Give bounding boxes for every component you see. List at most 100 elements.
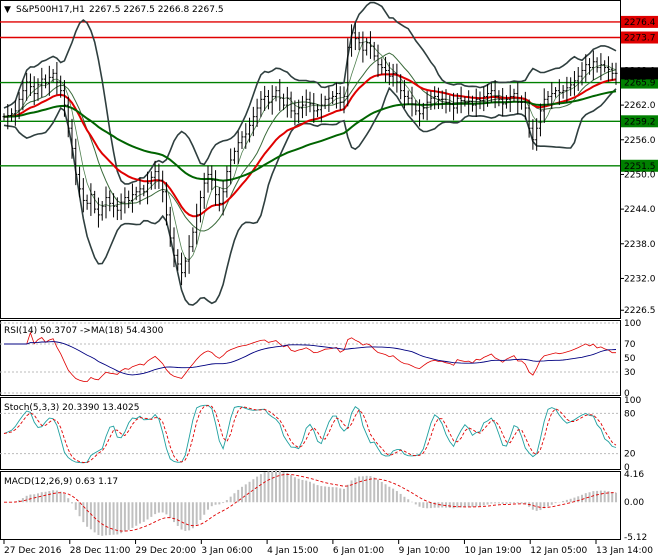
price-bar[interactable]	[399, 74, 403, 100]
price-bar[interactable]	[595, 57, 599, 73]
price-bar[interactable]	[115, 197, 119, 221]
price-bar[interactable]	[202, 172, 206, 209]
price-bar[interactable]	[6, 104, 10, 130]
rsi-panel[interactable]	[0, 320, 621, 396]
price-bar[interactable]	[168, 206, 172, 247]
price-bar[interactable]	[395, 63, 399, 93]
price-bar[interactable]	[123, 187, 127, 214]
price-bar[interactable]	[459, 86, 463, 114]
price-bar[interactable]	[391, 63, 395, 87]
price-bar[interactable]	[74, 138, 78, 186]
price-bar[interactable]	[580, 62, 584, 86]
price-bar[interactable]	[108, 190, 112, 212]
price-bar[interactable]	[436, 87, 440, 110]
price-bar[interactable]	[444, 89, 448, 114]
price-bar[interactable]	[104, 186, 108, 219]
price-bar[interactable]	[17, 91, 21, 120]
price-bar[interactable]	[387, 62, 391, 86]
price-bar[interactable]	[421, 102, 425, 120]
price-bar[interactable]	[433, 86, 437, 110]
price-bar[interactable]	[319, 93, 323, 123]
price-bar[interactable]	[221, 180, 225, 216]
price-bar[interactable]	[217, 187, 221, 212]
price-bar[interactable]	[508, 84, 512, 113]
price-bar[interactable]	[384, 56, 388, 83]
price-bar[interactable]	[576, 67, 580, 91]
price-bar[interactable]	[497, 90, 501, 107]
price-bar[interactable]	[531, 119, 535, 150]
price-bar[interactable]	[599, 53, 603, 81]
price-bar[interactable]	[66, 96, 70, 138]
price-bar[interactable]	[353, 22, 357, 51]
price-bar[interactable]	[93, 190, 97, 214]
price-bar[interactable]	[493, 80, 497, 109]
price-bar[interactable]	[316, 104, 320, 118]
price-bar[interactable]	[176, 249, 180, 271]
price-bar[interactable]	[538, 103, 542, 137]
price-bar[interactable]	[535, 118, 539, 151]
price-bar[interactable]	[40, 67, 44, 98]
price-bar[interactable]	[244, 123, 248, 149]
price-bar[interactable]	[164, 182, 168, 226]
price-bar[interactable]	[342, 86, 346, 114]
price-bar[interactable]	[569, 77, 573, 97]
price-bar[interactable]	[70, 118, 74, 159]
price-bar[interactable]	[251, 106, 255, 137]
price-bar[interactable]	[588, 58, 592, 75]
price-bar[interactable]	[414, 100, 418, 116]
price-bar[interactable]	[542, 88, 546, 123]
price-bar[interactable]	[289, 91, 293, 119]
price-bar[interactable]	[89, 183, 93, 216]
price-bar[interactable]	[278, 79, 282, 111]
price-bar[interactable]	[610, 62, 614, 81]
price-bar[interactable]	[331, 91, 335, 105]
price-bar[interactable]	[161, 170, 165, 203]
price-bar[interactable]	[323, 95, 327, 110]
price-bar[interactable]	[338, 86, 342, 111]
price-bar[interactable]	[255, 98, 259, 127]
price-bar[interactable]	[380, 58, 384, 75]
price-bar[interactable]	[183, 256, 187, 278]
price-bar[interactable]	[142, 184, 146, 197]
price-bar[interactable]	[527, 99, 531, 138]
price-bar[interactable]	[225, 166, 229, 198]
price-bar[interactable]	[463, 96, 467, 107]
price-panel[interactable]	[0, 0, 621, 319]
price-bar[interactable]	[191, 227, 195, 253]
price-bar[interactable]	[452, 92, 456, 121]
price-bar[interactable]	[474, 88, 478, 117]
price-bar[interactable]	[429, 91, 433, 111]
price-bar[interactable]	[229, 148, 233, 185]
price-bar[interactable]	[51, 68, 55, 83]
price-bar[interactable]	[25, 72, 29, 101]
price-bar[interactable]	[557, 79, 561, 106]
price-bar[interactable]	[62, 80, 66, 117]
price-bar[interactable]	[282, 93, 286, 111]
price-bar[interactable]	[149, 171, 153, 190]
price-bar[interactable]	[96, 197, 100, 228]
price-bar[interactable]	[2, 113, 6, 121]
price-bar[interactable]	[467, 90, 471, 115]
price-bar[interactable]	[406, 90, 410, 105]
price-bar[interactable]	[146, 171, 150, 205]
price-bar[interactable]	[232, 147, 236, 165]
price-bar[interactable]	[410, 86, 414, 117]
price-bar[interactable]	[614, 62, 618, 85]
price-bar[interactable]	[266, 89, 270, 110]
price-bar[interactable]	[187, 235, 191, 274]
price-bar[interactable]	[285, 86, 289, 118]
price-bar[interactable]	[32, 76, 36, 106]
price-bar[interactable]	[10, 108, 14, 122]
price-bar[interactable]	[606, 56, 610, 82]
price-bar[interactable]	[36, 78, 40, 101]
price-bar[interactable]	[47, 65, 51, 96]
price-bar[interactable]	[546, 91, 550, 106]
price-bar[interactable]	[489, 82, 493, 103]
price-bar[interactable]	[293, 100, 297, 126]
price-bar[interactable]	[240, 131, 244, 149]
price-bar[interactable]	[214, 170, 218, 206]
price-bar[interactable]	[504, 95, 508, 109]
price-bar[interactable]	[78, 166, 82, 198]
price-bar[interactable]	[554, 87, 558, 98]
